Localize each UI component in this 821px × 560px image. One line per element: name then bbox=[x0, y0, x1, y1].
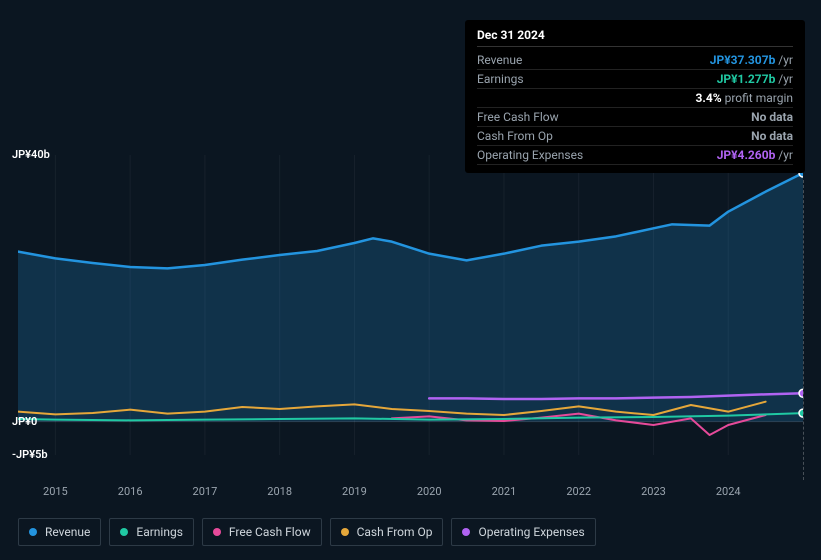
legend-dot-icon bbox=[120, 528, 128, 536]
legend-item[interactable]: Earnings bbox=[109, 518, 194, 546]
chart-svg bbox=[18, 155, 803, 455]
legend-item[interactable]: Free Cash Flow bbox=[202, 518, 322, 546]
y-tick-label: -JP¥5b bbox=[12, 448, 62, 461]
x-tick-label: 2018 bbox=[267, 485, 292, 498]
tooltip-rows: Revenue JP¥37.307b /yr Earnings JP¥1.277b /… bbox=[477, 51, 793, 165]
legend-dot-icon bbox=[29, 528, 37, 536]
x-tick-label: 2021 bbox=[492, 485, 517, 498]
tooltip-row-value: 3.4% profit margin bbox=[696, 91, 793, 105]
legend-item[interactable]: Cash From Op bbox=[330, 518, 444, 546]
tooltip-row: Revenue JP¥37.307b /yr bbox=[477, 51, 793, 70]
legend-item[interactable]: Operating Expenses bbox=[451, 518, 595, 546]
y-tick-label: JP¥40b bbox=[12, 148, 62, 161]
tooltip-title: Dec 31 2024 bbox=[477, 28, 793, 47]
legend-label: Cash From Op bbox=[357, 525, 433, 539]
legend-dot-icon bbox=[213, 528, 221, 536]
tooltip-row: Cash From Op No data bbox=[477, 127, 793, 146]
tooltip-row: 3.4% profit margin bbox=[477, 89, 793, 108]
chart-marker-line bbox=[803, 180, 804, 480]
tooltip-row-value: JP¥4.260b /yr bbox=[717, 148, 793, 162]
legend: Revenue Earnings Free Cash Flow Cash From O… bbox=[18, 518, 596, 546]
tooltip-panel: Dec 31 2024 Revenue JP¥37.307b /yr Earning… bbox=[465, 20, 805, 173]
tooltip-row-label: Free Cash Flow bbox=[477, 110, 559, 124]
tooltip-row-label: Earnings bbox=[477, 72, 524, 86]
tooltip-row-value: JP¥37.307b /yr bbox=[710, 53, 793, 67]
legend-label: Free Cash Flow bbox=[229, 525, 311, 539]
tooltip-row-value: No data bbox=[751, 129, 793, 143]
tooltip-row: Free Cash Flow No data bbox=[477, 108, 793, 127]
x-tick-label: 2022 bbox=[566, 485, 591, 498]
legend-label: Earnings bbox=[136, 525, 183, 539]
x-tick-label: 2019 bbox=[342, 485, 367, 498]
x-tick-label: 2024 bbox=[716, 485, 741, 498]
tooltip-row-label: Operating Expenses bbox=[477, 148, 583, 162]
tooltip-row-label: Cash From Op bbox=[477, 129, 553, 143]
x-tick-label: 2023 bbox=[641, 485, 666, 498]
x-tick-label: 2020 bbox=[417, 485, 442, 498]
tooltip-row-label: Revenue bbox=[477, 53, 522, 67]
x-tick-label: 2017 bbox=[193, 485, 218, 498]
x-tick-label: 2016 bbox=[118, 485, 143, 498]
y-tick-label: JP¥0 bbox=[12, 415, 62, 428]
legend-item[interactable]: Revenue bbox=[18, 518, 101, 546]
legend-dot-icon bbox=[462, 528, 470, 536]
legend-label: Operating Expenses bbox=[478, 525, 584, 539]
tooltip-row-value: JP¥1.277b /yr bbox=[717, 72, 793, 86]
legend-label: Revenue bbox=[45, 525, 90, 539]
x-axis: 2015 2016 2017 2018 2019 2020 2021 2022 2023 2024 bbox=[18, 485, 803, 505]
tooltip-row: Operating Expenses JP¥4.260b /yr bbox=[477, 146, 793, 165]
tooltip-row-value: No data bbox=[751, 110, 793, 124]
chart-area[interactable] bbox=[18, 155, 803, 485]
x-tick-label: 2015 bbox=[43, 485, 68, 498]
legend-dot-icon bbox=[341, 528, 349, 536]
tooltip-row: Earnings JP¥1.277b /yr bbox=[477, 70, 793, 89]
